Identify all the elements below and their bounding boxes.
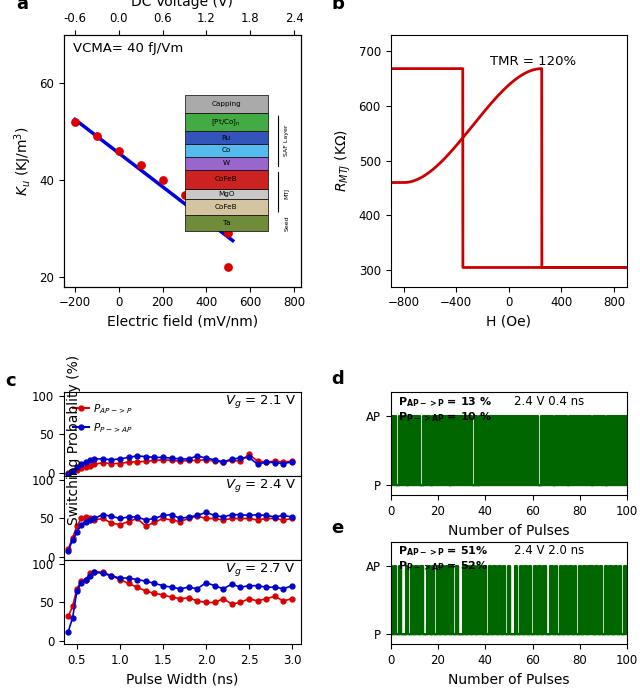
Legend: $P_{AP->P}$, $P_{P->AP}$: $P_{AP->P}$, $P_{P->AP}$ [69, 398, 137, 439]
Point [114, 146, 124, 157]
Text: $\mathbf{P_{AP->P}}$ = 51%: $\mathbf{P_{AP->P}}$ = 51% [397, 544, 488, 558]
Text: a: a [17, 0, 29, 13]
Text: e: e [332, 520, 344, 537]
Text: b: b [332, 0, 344, 13]
Point [202, 199, 212, 210]
Y-axis label: $R_{MTJ}$ (K$\Omega$): $R_{MTJ}$ (K$\Omega$) [333, 129, 353, 192]
Text: 2.4 V 2.0 ns: 2.4 V 2.0 ns [514, 544, 584, 557]
Point [223, 262, 234, 273]
Text: d: d [332, 370, 344, 388]
Text: Switching Probablity (%): Switching Probablity (%) [67, 355, 81, 525]
Text: $V_g$ = 2.1 V: $V_g$ = 2.1 V [225, 392, 296, 410]
X-axis label: H (Oe): H (Oe) [486, 315, 531, 329]
Point [92, 131, 102, 142]
Text: $V_g$ = 2.7 V: $V_g$ = 2.7 V [225, 561, 295, 577]
X-axis label: Number of Pulses: Number of Pulses [448, 524, 570, 538]
X-axis label: Pulse Width (ns): Pulse Width (ns) [126, 673, 239, 687]
Text: $\mathbf{P_{P->AP}}$ = 52%: $\mathbf{P_{P->AP}}$ = 52% [397, 559, 488, 573]
Text: $\mathbf{P_{P->AP}}$ = 10 %: $\mathbf{P_{P->AP}}$ = 10 % [397, 410, 492, 424]
X-axis label: Number of Pulses: Number of Pulses [448, 673, 570, 687]
X-axis label: Electric field (mV/nm): Electric field (mV/nm) [107, 315, 258, 329]
Point [136, 160, 146, 171]
Point [157, 175, 168, 186]
Point [70, 116, 80, 128]
Text: $\mathbf{P_{AP->P}}$ = 13 %: $\mathbf{P_{AP->P}}$ = 13 % [397, 395, 492, 409]
Text: TMR = 120%: TMR = 120% [490, 55, 576, 68]
Point [223, 228, 234, 239]
Text: $V_g$ = 2.4 V: $V_g$ = 2.4 V [225, 477, 296, 493]
Y-axis label: $K_u$ (KJ/m$^3$): $K_u$ (KJ/m$^3$) [12, 125, 34, 195]
Text: 2.4 V 0.4 ns: 2.4 V 0.4 ns [514, 395, 584, 408]
Point [179, 189, 189, 200]
Text: VCMA= 40 fJ/Vm: VCMA= 40 fJ/Vm [74, 42, 184, 55]
X-axis label: DC Voltage (V): DC Voltage (V) [131, 0, 233, 10]
Text: c: c [5, 371, 15, 389]
